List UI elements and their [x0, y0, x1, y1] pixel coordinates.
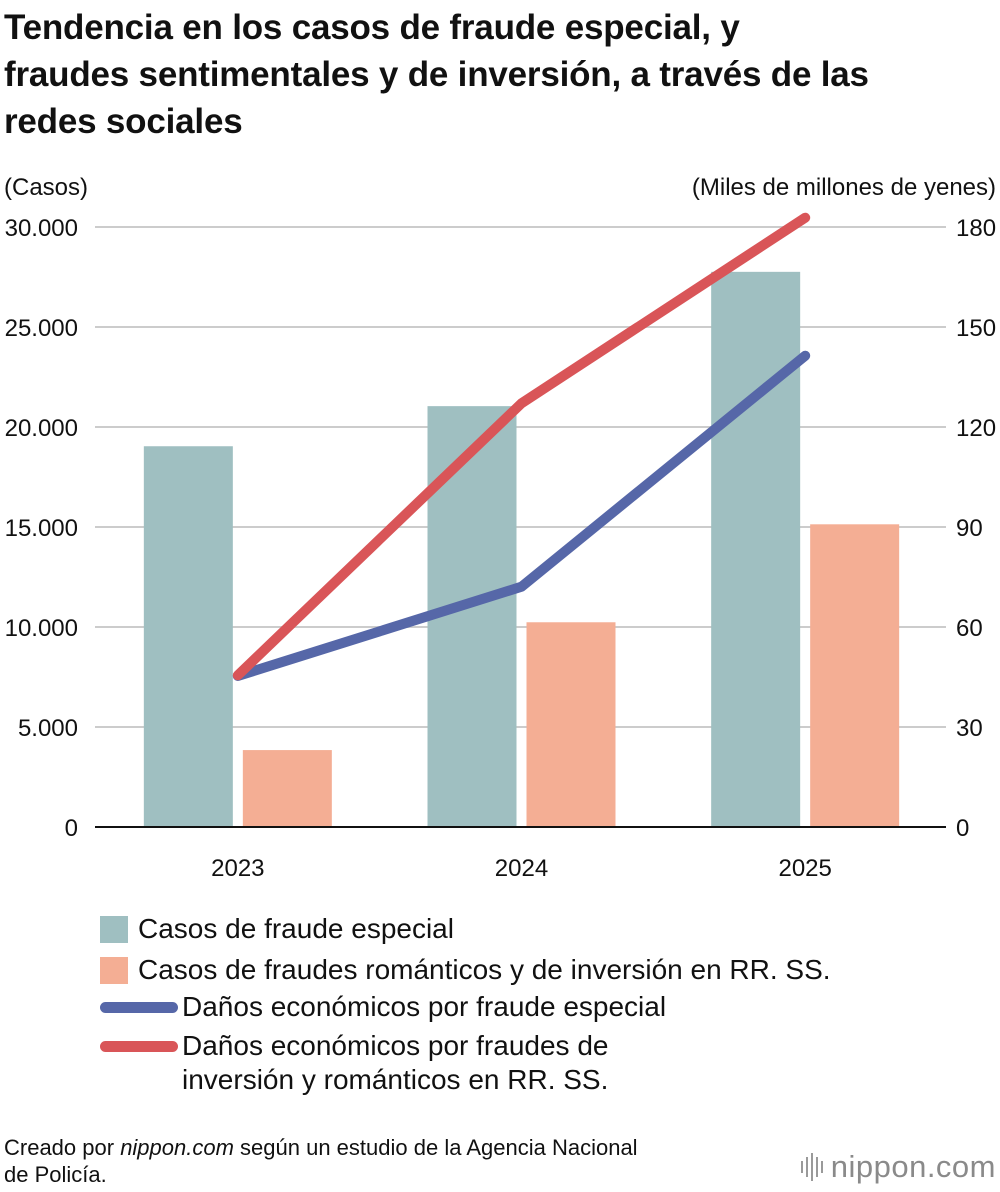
right-tick-label: 180	[956, 215, 996, 242]
source-prefix: Creado por	[4, 1135, 121, 1160]
bar-special-2025	[711, 271, 801, 828]
source-suffix: según un estudio de la Agencia Nacional	[233, 1135, 638, 1160]
legend-label-line-romance-2: inversión y románticos en RR. SS.	[182, 1064, 609, 1095]
x-tick-label: 2023	[211, 855, 264, 882]
legend-label-bar-romance: Casos de fraudes románticos y de inversi…	[138, 954, 831, 985]
right-tick-label: 150	[956, 315, 996, 342]
logo-name: nippon	[830, 1149, 927, 1184]
line-layer	[232, 212, 811, 681]
line-romance-series	[232, 212, 811, 681]
left-tick-label: 10.000	[5, 615, 78, 642]
tick-label-layer: 0 5.000 10.000 15.000 20.000 25.000 30.000 0 30 6…	[4, 174, 996, 882]
left-tick-label: 30.000	[5, 215, 78, 242]
legend-swatch-line-special	[100, 1002, 178, 1013]
x-tick-label: 2024	[495, 855, 548, 882]
line-special-series	[232, 350, 811, 681]
legend-swatch-bar-romance	[100, 957, 128, 984]
left-tick-label: 20.000	[5, 415, 78, 442]
left-tick-label: 25.000	[5, 315, 78, 342]
bar-romance-2025	[810, 524, 900, 827]
legend-label-line-special: Daños económicos por fraude especial	[182, 991, 667, 1022]
legend-swatch-bar-special	[100, 916, 128, 943]
right-tick-label: 90	[956, 515, 983, 542]
chart-title: Tendencia en los casos de fraude especia…	[4, 4, 994, 145]
bar-romance-2023	[242, 750, 332, 827]
source-line-2: de Policía.	[4, 1162, 107, 1187]
nippon-logo: nippon.com	[800, 1147, 996, 1187]
chart-area: 0 5.000 10.000 15.000 20.000 25.000 30.000 0 30 6…	[4, 174, 996, 882]
left-tick-label: 15.000	[5, 515, 78, 542]
grid-layer	[95, 226, 946, 728]
bar-layer	[143, 271, 900, 828]
right-axis-label: (Miles de millones de yenes)	[692, 174, 996, 201]
left-axis-label: (Casos)	[4, 174, 88, 201]
legend-swatch-line-romance	[100, 1041, 178, 1052]
left-tick-label: 0	[65, 815, 78, 842]
right-tick-label: 0	[956, 815, 969, 842]
chart-title-line-3: redes sociales	[4, 102, 243, 141]
chart-title-line-2: fraudes sentimentales y de inversión, a …	[4, 55, 869, 94]
right-tick-label: 30	[956, 715, 983, 742]
logo-text: nippon.com	[831, 1149, 996, 1185]
left-tick-label: 5.000	[18, 715, 78, 742]
logo-tld: .com	[926, 1149, 996, 1184]
right-tick-label: 120	[956, 415, 996, 442]
source-note: Creado por nippon.com según un estudio d…	[4, 1134, 744, 1188]
logo-bars-icon	[800, 1153, 823, 1181]
source-site: nippon.com	[120, 1135, 234, 1160]
bar-special-2023	[143, 446, 233, 827]
right-tick-label: 60	[956, 615, 983, 642]
x-tick-label: 2025	[778, 855, 831, 882]
legend-label-line-romance-1: Daños económicos por fraudes de	[182, 1030, 609, 1061]
chart-title-line-1: Tendencia en los casos de fraude especia…	[4, 8, 740, 47]
legend-label-bar-special: Casos de fraude especial	[138, 913, 454, 944]
bar-romance-2024	[526, 622, 616, 827]
